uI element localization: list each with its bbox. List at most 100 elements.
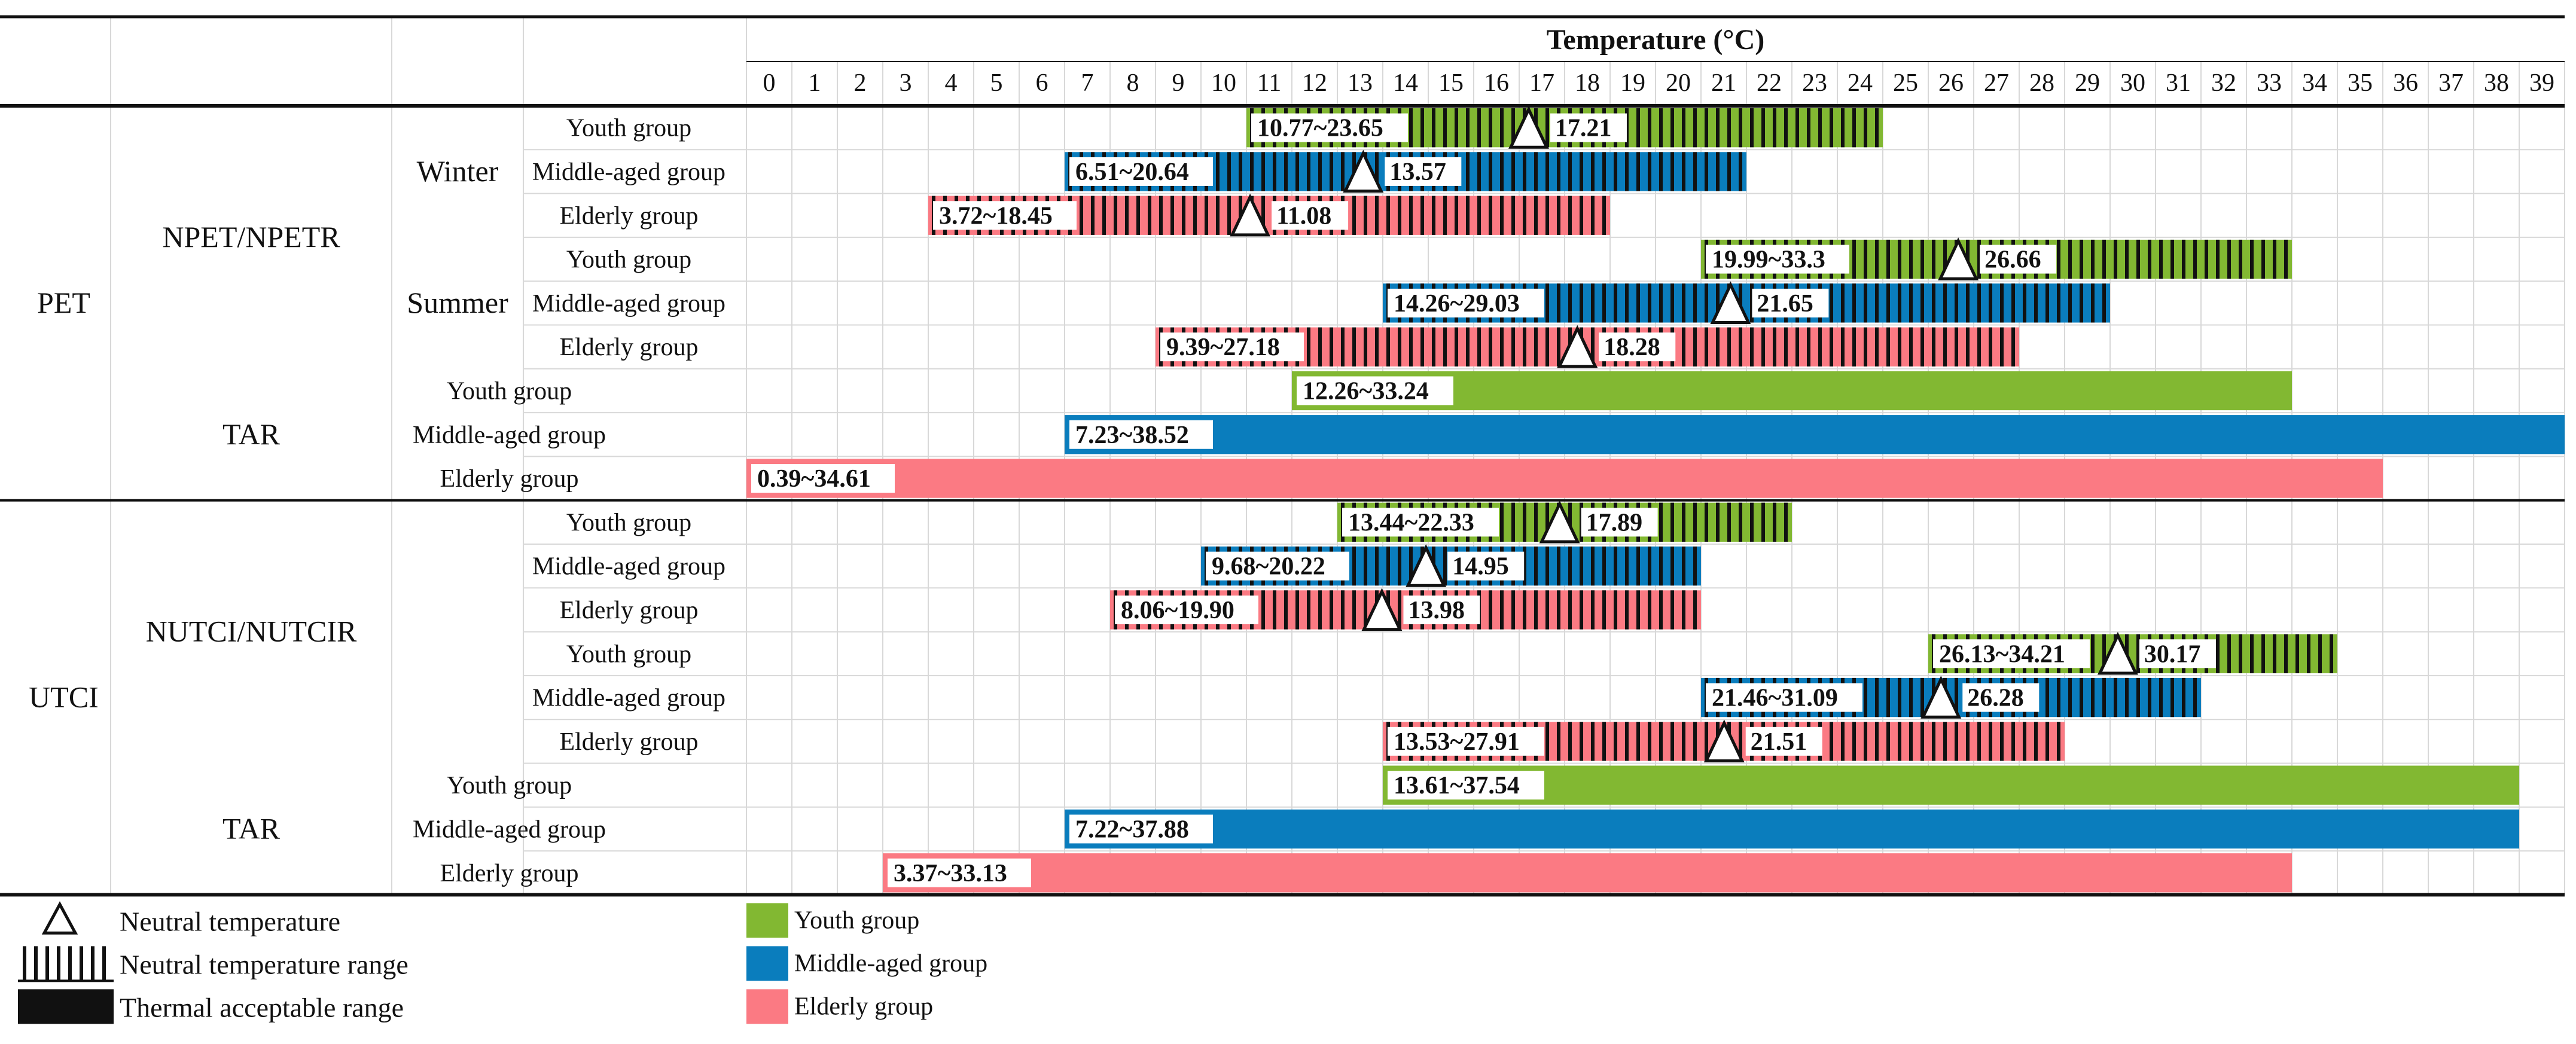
- x-tick-label: 5: [990, 69, 1003, 97]
- bar-tar-elderly: [746, 459, 2383, 498]
- range-label: 10.77~23.65: [1257, 115, 1383, 142]
- x-tick-label: 28: [2029, 69, 2054, 97]
- neutral-temperature-marker: [1406, 544, 1447, 587]
- legend-swatch-elderly: [746, 989, 788, 1024]
- x-tick-label: 33: [2257, 69, 2282, 97]
- range-label: 8.06~19.90: [1121, 597, 1234, 624]
- neutral-label-bg: [1745, 726, 1822, 756]
- x-tick-label: 12: [1302, 69, 1327, 97]
- x-tick-label: 16: [1484, 69, 1509, 97]
- x-tick-label: 9: [1172, 69, 1185, 97]
- range-label-bg: [1069, 814, 1213, 844]
- neutral-label-bg: [1599, 332, 1676, 362]
- x-tick-label: 7: [1081, 69, 1094, 97]
- range-label: 13.61~37.54: [1394, 772, 1520, 799]
- legend-label: Neutral temperature: [120, 906, 340, 936]
- row-label: Elderly group: [559, 597, 698, 624]
- neutral-temperature-marker: [1539, 500, 1580, 544]
- season-label: Summer: [407, 286, 508, 319]
- range-label: 7.22~37.88: [1075, 816, 1189, 843]
- x-tick-label: 37: [2438, 69, 2464, 97]
- neutral-label: 21.51: [1751, 728, 1807, 756]
- neutral-label-bg: [1447, 551, 1525, 581]
- subgroup-label: TAR: [222, 811, 281, 845]
- x-tick-label: 31: [2166, 69, 2191, 97]
- row-label: Youth group: [566, 509, 691, 536]
- row-label: Elderly group: [440, 860, 578, 887]
- neutral-temperature-marker: [1920, 676, 1962, 719]
- season-label: Winter: [417, 154, 499, 188]
- x-tick-label: 25: [1893, 69, 1918, 97]
- x-tick-label: 2: [854, 69, 867, 97]
- x-tick-label: 18: [1575, 69, 1600, 97]
- x-tick-label: 8: [1127, 69, 1139, 97]
- range-label-bg: [1933, 639, 2090, 668]
- range-label-bg: [933, 201, 1077, 230]
- x-tick-label: 29: [2075, 69, 2100, 97]
- neutral-label-bg: [1980, 245, 2057, 274]
- range-label: 9.39~27.18: [1166, 334, 1280, 361]
- range-label-bg: [1706, 245, 1849, 274]
- neutral-label: 13.57: [1389, 158, 1446, 186]
- neutral-label: 13.98: [1408, 597, 1465, 624]
- row-label: Middle-aged group: [532, 553, 725, 581]
- range-label: 3.72~18.45: [939, 202, 1053, 230]
- x-tick-label: 0: [763, 69, 776, 97]
- neutral-label-bg: [1272, 201, 1349, 230]
- range-label: 14.26~29.03: [1394, 290, 1520, 318]
- range-label: 3.37~33.13: [894, 860, 1007, 887]
- neutral-label: 14.95: [1452, 553, 1509, 581]
- row-label: Elderly group: [559, 202, 698, 230]
- x-tick-label: 30: [2120, 69, 2145, 97]
- range-label-bg: [1342, 508, 1499, 537]
- range-label: 13.53~27.91: [1394, 728, 1520, 756]
- x-tick-label: 35: [2348, 69, 2373, 97]
- x-tick-label: 15: [1438, 69, 1464, 97]
- x-tick-label: 39: [2529, 69, 2554, 97]
- x-tick-label: 10: [1211, 69, 1236, 97]
- index-label: PET: [37, 286, 90, 319]
- range-label-bg: [1388, 288, 1544, 318]
- neutral-label: 30.17: [2144, 640, 2201, 668]
- neutral-temperature-marker: [1557, 325, 1598, 368]
- range-label: 0.39~34.61: [757, 465, 871, 493]
- neutral-label: 18.28: [1603, 334, 1660, 361]
- neutral-label: 17.21: [1555, 115, 1612, 142]
- neutral-label: 11.08: [1276, 202, 1331, 230]
- range-label: 6.51~20.64: [1075, 158, 1189, 186]
- neutral-temperature-marker: [1508, 106, 1549, 149]
- x-tick-label: 3: [900, 69, 912, 97]
- neutral-label: 17.89: [1586, 509, 1643, 536]
- range-label-bg: [888, 858, 1031, 887]
- range-label: 13.44~22.33: [1348, 509, 1474, 536]
- x-tick-label: 17: [1529, 69, 1554, 97]
- legend-solid-icon: [18, 989, 114, 1024]
- neutral-label-bg: [1550, 113, 1627, 142]
- neutral-temperature-marker: [1230, 193, 1271, 237]
- neutral-temperature-marker: [1710, 281, 1751, 324]
- x-tick-label: 27: [1984, 69, 2009, 97]
- row-label: Middle-aged group: [532, 290, 725, 318]
- range-label-bg: [1115, 595, 1258, 624]
- range-label: 19.99~33.3: [1712, 246, 1825, 274]
- x-tick-label: 36: [2393, 69, 2418, 97]
- bar-tar-elderly: [883, 853, 2292, 893]
- neutral-label-bg: [1962, 683, 2040, 712]
- x-tick-label: 22: [1757, 69, 1782, 97]
- row-label: Youth group: [566, 246, 691, 274]
- row-label: Youth group: [447, 377, 572, 405]
- row-label: Youth group: [566, 640, 691, 668]
- neutral-temperature-marker: [1938, 237, 1979, 280]
- neutral-label: 26.28: [1967, 685, 2024, 712]
- x-tick-label: 6: [1036, 69, 1048, 97]
- x-tick-label: 23: [1802, 69, 1827, 97]
- legend-swatch-youth: [746, 903, 788, 938]
- neutral-label-bg: [1403, 595, 1480, 624]
- legend-label: Youth group: [794, 906, 919, 934]
- range-label: 9.68~20.22: [1212, 553, 1325, 581]
- range-label-bg: [1297, 376, 1453, 405]
- neutral-temperature-marker: [2097, 631, 2138, 675]
- x-tick-label: 14: [1393, 69, 1418, 97]
- bar-tar-youth: [1383, 765, 2519, 805]
